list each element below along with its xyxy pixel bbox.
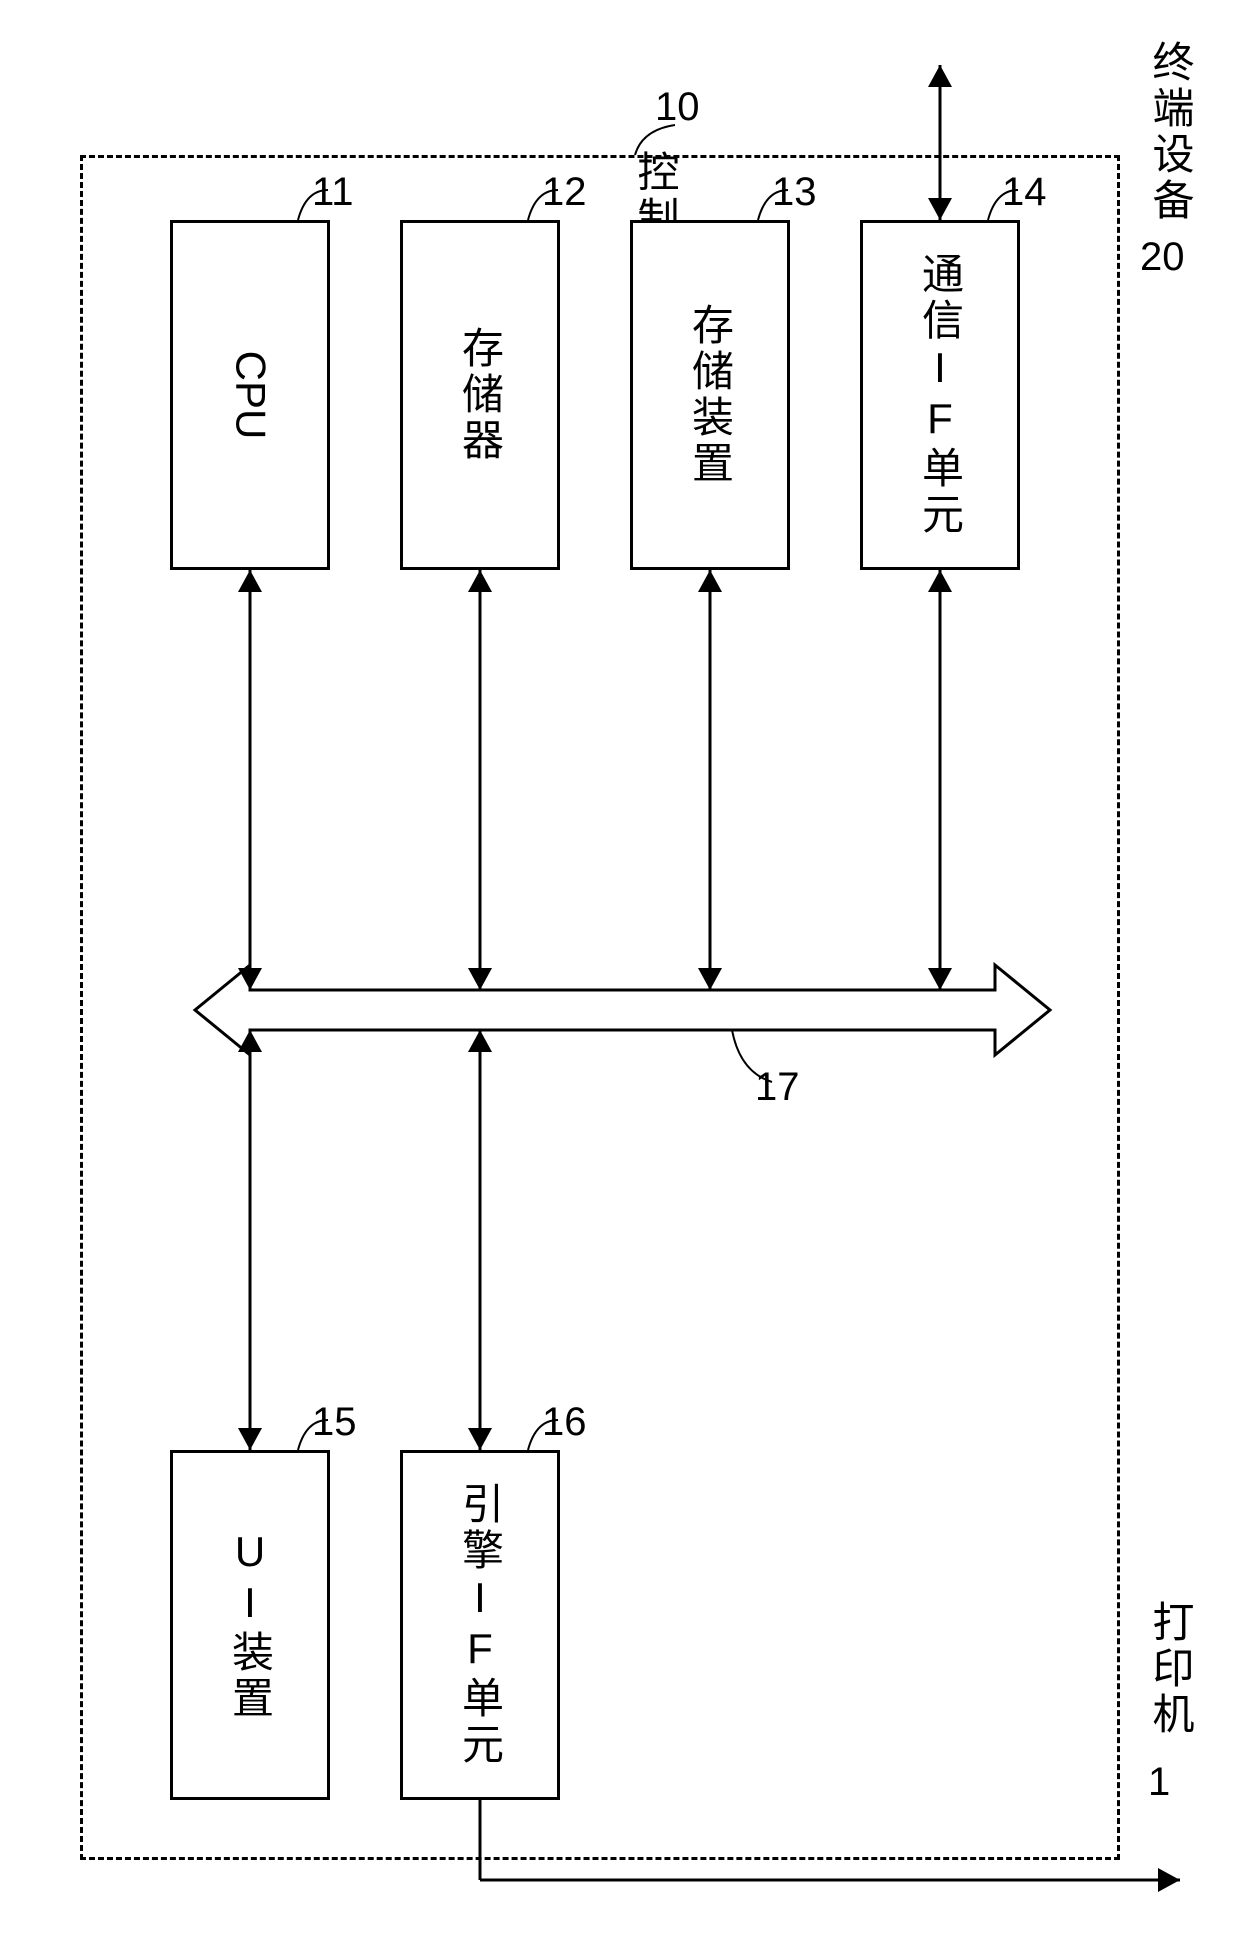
ref-16: 16 bbox=[542, 1400, 587, 1445]
block-engine-if-label: 引擎IF单元 bbox=[450, 1482, 511, 1768]
ref-13: 13 bbox=[772, 170, 817, 215]
ref-14: 14 bbox=[1002, 170, 1047, 215]
ref-15: 15 bbox=[312, 1400, 357, 1445]
block-cpu-label: CPU bbox=[226, 351, 274, 440]
block-cpu: CPU bbox=[170, 220, 330, 570]
diagram-canvas: 控制器 10 CPU 11 存储器 12 存储装置 13 通信IF单元 14 U… bbox=[40, 40, 1200, 1904]
block-storage-label: 存储装置 bbox=[680, 303, 741, 487]
block-ui-label: UI装置 bbox=[220, 1528, 281, 1722]
printer-label: 打印机 bbox=[1140, 1600, 1201, 1738]
terminal-device-label: 终端设备 bbox=[1140, 40, 1201, 224]
ref-11: 11 bbox=[312, 170, 354, 215]
ref-20: 20 bbox=[1140, 235, 1185, 280]
ref-17: 17 bbox=[755, 1065, 800, 1110]
block-memory-label: 存储器 bbox=[450, 326, 511, 464]
block-comm-if: 通信IF单元 bbox=[860, 220, 1020, 570]
block-ui: UI装置 bbox=[170, 1450, 330, 1800]
block-memory: 存储器 bbox=[400, 220, 560, 570]
block-engine-if: 引擎IF单元 bbox=[400, 1450, 560, 1800]
ref-12: 12 bbox=[542, 170, 587, 215]
block-storage: 存储装置 bbox=[630, 220, 790, 570]
block-comm-if-label: 通信IF单元 bbox=[910, 252, 971, 538]
ref-1: 1 bbox=[1148, 1760, 1170, 1805]
ref-10: 10 bbox=[655, 85, 700, 130]
